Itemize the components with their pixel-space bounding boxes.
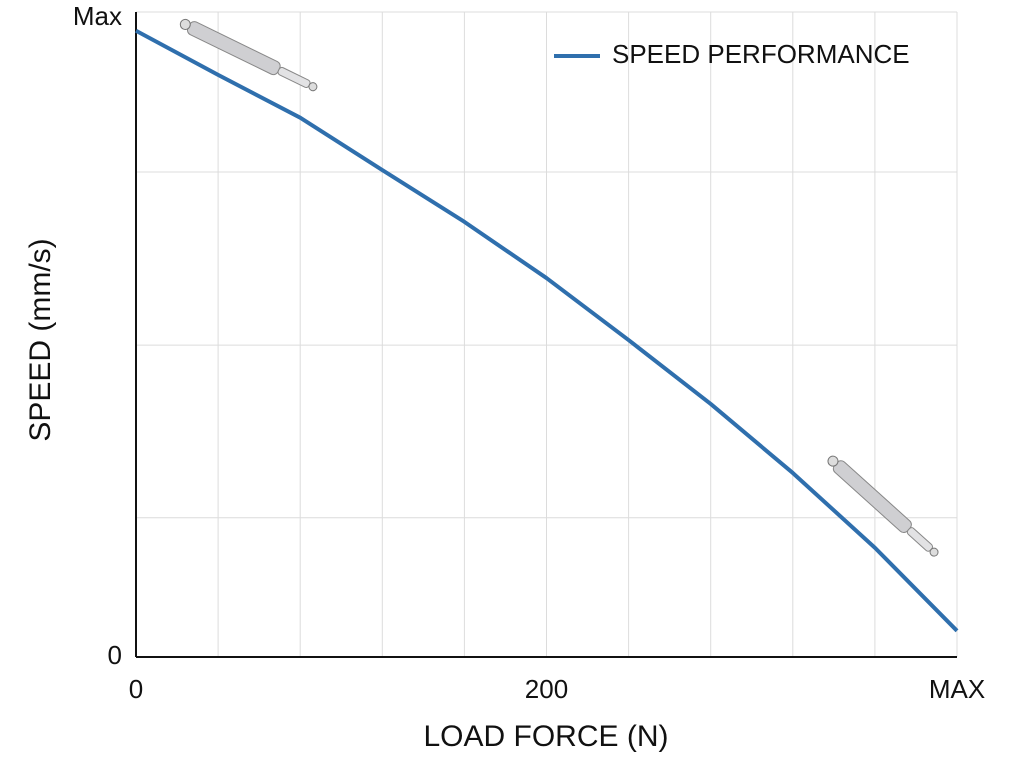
y-axis-label: SPEED (mm/s) (24, 238, 57, 441)
y-tick-label: 0 (108, 640, 122, 670)
x-tick-label: 0 (129, 674, 143, 704)
plot: 0 200 MAX 0 Max SPEED PERFORMANCE (73, 1, 985, 704)
legend-label: SPEED PERFORMANCE (612, 39, 910, 69)
y-tick-label: Max (73, 1, 122, 31)
x-axis-label: LOAD FORCE (N) (423, 720, 668, 753)
actuator-icon (179, 18, 939, 557)
data-line (135, 29, 959, 633)
x-tick-label: MAX (929, 674, 985, 704)
x-tick-label: 200 (525, 674, 568, 704)
